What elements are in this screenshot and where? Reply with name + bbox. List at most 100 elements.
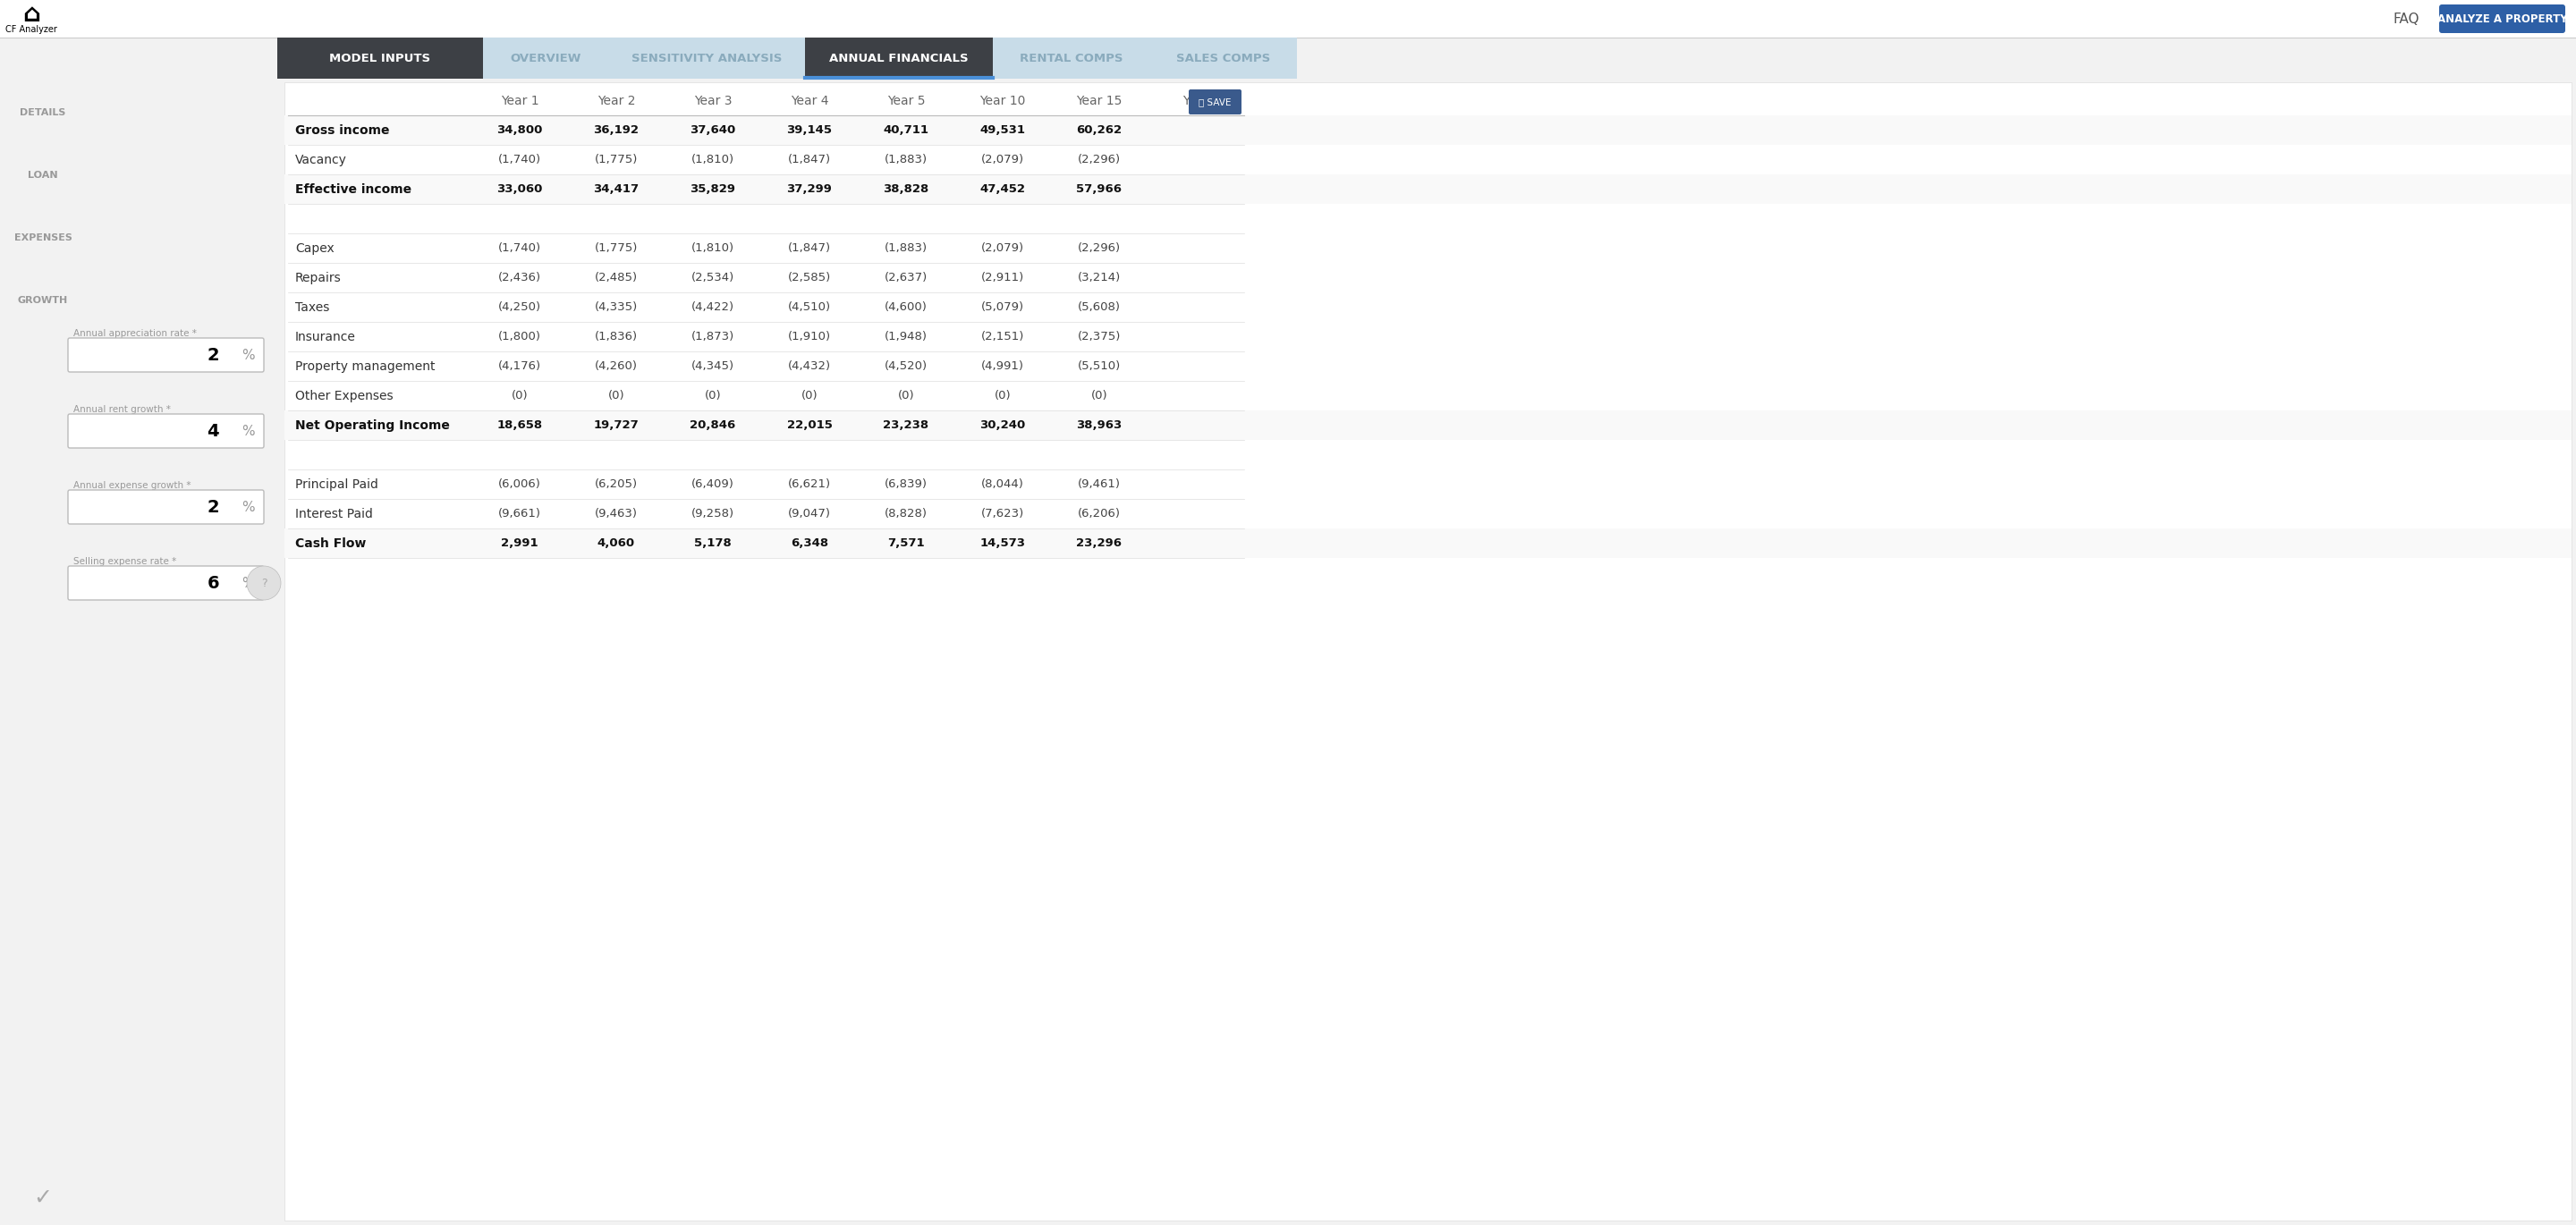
FancyBboxPatch shape xyxy=(283,82,2571,1220)
Text: (1,810): (1,810) xyxy=(690,154,734,165)
Text: (1,873): (1,873) xyxy=(690,331,734,343)
Text: (2,079): (2,079) xyxy=(981,243,1025,254)
Text: (0): (0) xyxy=(513,390,528,402)
Text: (4,422): (4,422) xyxy=(690,301,734,312)
Text: (6,205): (6,205) xyxy=(595,479,639,490)
Text: (2,534): (2,534) xyxy=(690,272,734,283)
Text: Year 3: Year 3 xyxy=(693,94,732,107)
Text: 36,192: 36,192 xyxy=(592,124,639,136)
Text: Property management: Property management xyxy=(296,360,435,372)
Text: 4,060: 4,060 xyxy=(598,538,636,549)
Text: 23,296: 23,296 xyxy=(1077,538,1123,549)
Text: EXPENSES: EXPENSES xyxy=(13,234,72,243)
Text: Other Expenses: Other Expenses xyxy=(296,390,394,402)
Text: (4,991): (4,991) xyxy=(981,360,1025,372)
Text: 19,727: 19,727 xyxy=(592,419,639,431)
Text: OVERVIEW: OVERVIEW xyxy=(510,53,582,64)
FancyBboxPatch shape xyxy=(1149,38,1296,78)
Text: (9,047): (9,047) xyxy=(788,508,832,519)
Text: (8,828): (8,828) xyxy=(884,508,927,519)
Text: (5,608): (5,608) xyxy=(1077,301,1121,312)
FancyBboxPatch shape xyxy=(67,566,263,600)
Text: FAQ: FAQ xyxy=(2393,12,2419,26)
Text: Year 10: Year 10 xyxy=(979,94,1025,107)
Text: 2: 2 xyxy=(206,347,219,364)
Text: 4: 4 xyxy=(206,423,219,440)
Text: Annual rent growth *: Annual rent growth * xyxy=(72,405,170,414)
Text: (2,079): (2,079) xyxy=(981,154,1025,165)
Text: (0): (0) xyxy=(994,390,1010,402)
Text: (2,436): (2,436) xyxy=(497,272,541,283)
Text: 34,800: 34,800 xyxy=(497,124,544,136)
Text: 34,417: 34,417 xyxy=(592,184,639,195)
Text: (1,910): (1,910) xyxy=(788,331,832,343)
Text: 35,829: 35,829 xyxy=(690,184,737,195)
Text: ✓: ✓ xyxy=(33,1187,52,1209)
Text: 7,571: 7,571 xyxy=(889,538,925,549)
Text: Year: Year xyxy=(1182,94,1208,107)
Text: (1,800): (1,800) xyxy=(497,331,541,343)
Text: MODEL INPUTS: MODEL INPUTS xyxy=(330,53,430,64)
Text: (2,296): (2,296) xyxy=(1077,154,1121,165)
FancyBboxPatch shape xyxy=(278,38,484,78)
Text: (3,214): (3,214) xyxy=(1077,272,1121,283)
Text: (7,623): (7,623) xyxy=(981,508,1025,519)
Text: %: % xyxy=(242,348,255,361)
Text: Taxes: Taxes xyxy=(296,301,330,314)
FancyBboxPatch shape xyxy=(0,0,2576,38)
Text: Year 15: Year 15 xyxy=(1077,94,1123,107)
FancyBboxPatch shape xyxy=(283,528,2571,557)
Text: Principal Paid: Principal Paid xyxy=(296,478,379,490)
Text: (2,296): (2,296) xyxy=(1077,243,1121,254)
Text: Effective income: Effective income xyxy=(296,183,412,195)
FancyBboxPatch shape xyxy=(608,38,804,78)
Text: 49,531: 49,531 xyxy=(979,124,1025,136)
Text: (6,006): (6,006) xyxy=(497,479,541,490)
Text: (4,176): (4,176) xyxy=(497,360,541,372)
FancyBboxPatch shape xyxy=(67,490,263,524)
Text: (4,250): (4,250) xyxy=(497,301,541,312)
Text: (2,911): (2,911) xyxy=(981,272,1025,283)
Text: Year 4: Year 4 xyxy=(791,94,829,107)
Text: (6,839): (6,839) xyxy=(884,479,927,490)
Text: (1,740): (1,740) xyxy=(497,243,541,254)
Text: (0): (0) xyxy=(706,390,721,402)
Text: 22,015: 22,015 xyxy=(786,419,832,431)
Text: (1,810): (1,810) xyxy=(690,243,734,254)
Text: (8,044): (8,044) xyxy=(981,479,1025,490)
Text: 14,573: 14,573 xyxy=(979,538,1025,549)
FancyBboxPatch shape xyxy=(804,38,992,78)
Text: Gross income: Gross income xyxy=(296,124,389,136)
Text: Capex: Capex xyxy=(296,241,335,255)
Text: 38,963: 38,963 xyxy=(1077,419,1123,431)
Text: (5,079): (5,079) xyxy=(981,301,1025,312)
Text: GROWTH: GROWTH xyxy=(18,296,67,305)
Text: (4,345): (4,345) xyxy=(690,360,734,372)
Text: (4,260): (4,260) xyxy=(595,360,639,372)
Text: Annual expense growth *: Annual expense growth * xyxy=(72,481,191,490)
FancyBboxPatch shape xyxy=(992,38,1149,78)
Text: SENSITIVITY ANALYSIS: SENSITIVITY ANALYSIS xyxy=(631,53,783,64)
Text: Year 5: Year 5 xyxy=(886,94,925,107)
Text: (5,510): (5,510) xyxy=(1077,360,1121,372)
Text: 23,238: 23,238 xyxy=(884,419,930,431)
Text: (9,461): (9,461) xyxy=(1077,479,1121,490)
Text: Annual appreciation rate *: Annual appreciation rate * xyxy=(72,330,196,338)
FancyBboxPatch shape xyxy=(1188,89,1242,114)
Text: (1,775): (1,775) xyxy=(595,243,639,254)
Text: 2: 2 xyxy=(206,499,219,516)
Text: 37,299: 37,299 xyxy=(786,184,832,195)
Text: 47,452: 47,452 xyxy=(979,184,1025,195)
Text: ANALYZE A PROPERTY: ANALYZE A PROPERTY xyxy=(2437,13,2568,24)
Text: (4,432): (4,432) xyxy=(788,360,832,372)
FancyBboxPatch shape xyxy=(67,338,263,372)
Text: %: % xyxy=(242,500,255,513)
Text: Cash Flow: Cash Flow xyxy=(296,537,366,550)
Text: (2,585): (2,585) xyxy=(788,272,832,283)
Text: 2,991: 2,991 xyxy=(502,538,538,549)
Text: Interest Paid: Interest Paid xyxy=(296,507,374,519)
Text: %: % xyxy=(242,424,255,437)
Text: Selling expense rate *: Selling expense rate * xyxy=(72,557,175,566)
Text: (0): (0) xyxy=(801,390,817,402)
Text: (2,637): (2,637) xyxy=(884,272,927,283)
